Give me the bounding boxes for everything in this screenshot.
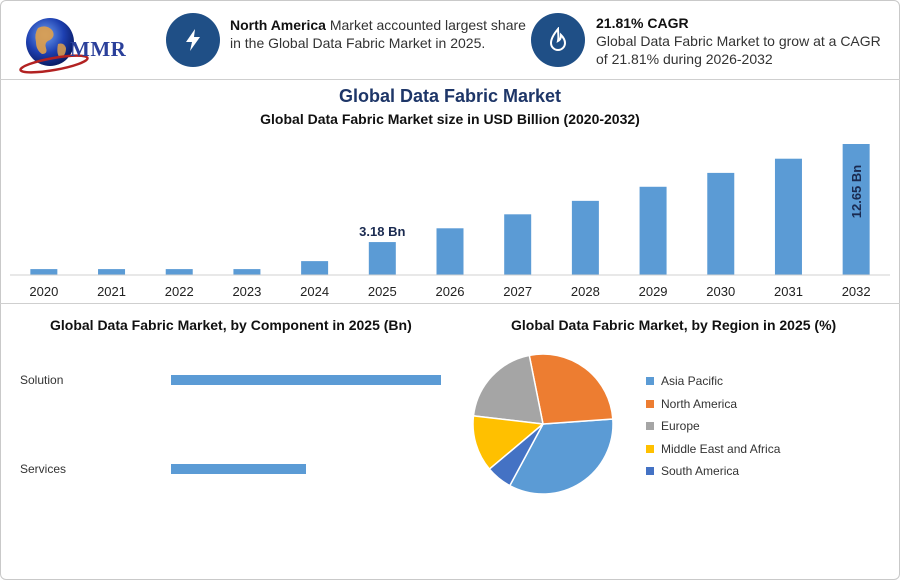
bar-2021 [98,269,126,275]
bar-2030 [707,172,735,275]
globe-icon [19,18,89,74]
x-tick-2023: 2023 [232,284,261,299]
x-tick-2031: 2031 [774,284,803,299]
bar-2026 [436,228,464,275]
bar-2032 [842,144,870,275]
x-tick-2030: 2030 [706,284,735,299]
bar-2031 [774,158,802,275]
legend-item-asia-pacific: Asia Pacific [646,370,780,393]
legend-label: North America [661,396,738,411]
logo-text: MMR [70,37,127,61]
legend-label: South America [661,464,740,479]
x-tick-2026: 2026 [436,284,465,299]
bar-2024 [301,261,329,275]
data-label-2025: 3.18 Bn [359,224,405,239]
component-bar-services [171,464,306,474]
x-tick-2021: 2021 [97,284,126,299]
x-tick-2028: 2028 [571,284,600,299]
legend-item-north-america: North America [646,393,780,416]
x-tick-2022: 2022 [165,284,194,299]
flame-icon [531,13,585,67]
bar-2020 [30,269,58,275]
pie-slice-europe [472,354,544,425]
bar-2025 [368,242,396,275]
legend-label: Middle East and Africa [661,441,781,456]
header-divider [0,79,900,80]
x-tick-2020: 2020 [29,284,58,299]
pie-slice-south-america [488,423,544,487]
legend-item-europe: Europe [646,415,780,438]
lightning-icon [166,13,220,67]
info-north-america: North America Market accounted largest s… [230,16,530,52]
region-legend: Asia Pacific North America Europe Middle Ea… [646,370,780,483]
x-tick-2024: 2024 [300,284,329,299]
component-label-services: Services [20,462,66,476]
bar-2022 [165,269,193,275]
bar-chart-subtitle: Global Data Fabric Market size in USD Bi… [260,111,640,127]
info2-bold: 21.81% CAGR [596,15,689,31]
legend-item-south-america: South America [646,460,780,483]
legend-swatch [646,467,654,476]
x-tick-2025: 2025 [368,284,397,299]
component-label-solution: Solution [20,373,63,387]
bar-2028 [571,200,599,275]
bar-2027 [504,214,532,275]
legend-swatch [646,444,654,453]
bar-2029 [639,186,667,275]
legend-item-middle-east-and-africa: Middle East and Africa [646,438,780,461]
legend-label: Europe [661,419,700,434]
info-cagr: 21.81% CAGR Global Data Fabric Market to… [596,14,886,68]
component-bar-solution [171,375,441,385]
section-divider [0,303,900,304]
bar-2023 [233,269,261,275]
component-chart-title: Global Data Fabric Market, by Component … [50,317,412,333]
legend-swatch [646,377,654,386]
legend-swatch [646,422,654,431]
pie-slice-north-america [528,353,614,425]
x-tick-2032: 2032 [842,284,871,299]
region-chart-title: Global Data Fabric Market, by Region in … [511,317,837,333]
info1-text: Market accounted largest share in the Gl… [230,17,526,51]
mmr-logo [18,14,138,76]
main-title: Global Data Fabric Market [338,86,562,106]
legend-swatch [646,399,654,408]
info2-text: Global Data Fabric Market to grow at a C… [596,33,881,67]
x-tick-2027: 2027 [503,284,532,299]
x-tick-2029: 2029 [639,284,668,299]
pie-slice-middle-east-and-africa [472,415,545,471]
legend-label: Asia Pacific [661,374,724,389]
info1-bold: North America [230,17,326,33]
data-label-2032: 12.65 Bn [849,165,864,219]
